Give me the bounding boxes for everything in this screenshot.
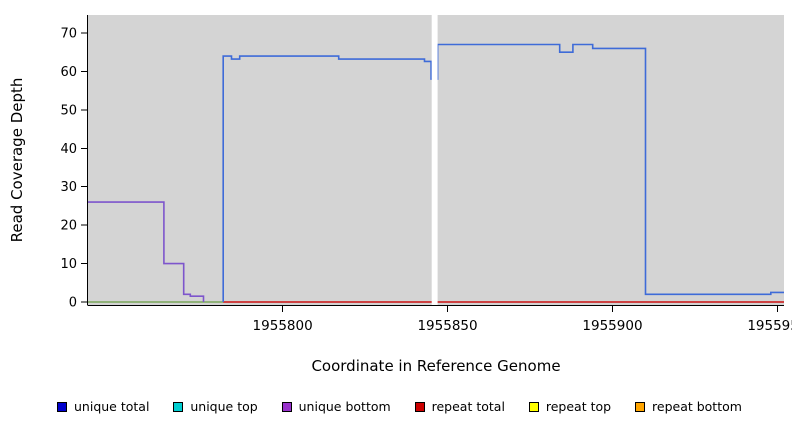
legend-label: repeat top bbox=[545, 399, 612, 414]
x-axis-title: Coordinate in Reference Genome bbox=[311, 357, 561, 375]
series-unique-bottom bbox=[88, 201, 205, 302]
y-tick-label: 40 bbox=[60, 142, 77, 157]
legend-item-repeat-bottom: repeat bottom bbox=[635, 399, 742, 414]
y-tick-label: 20 bbox=[60, 219, 77, 234]
legend-label: unique total bbox=[74, 399, 150, 414]
x-tick-label: 1955950 bbox=[747, 318, 792, 334]
legend: unique total unique top unique bottom re… bbox=[0, 399, 792, 414]
y-tick-label: 30 bbox=[60, 180, 77, 195]
legend-swatch-repeat-top bbox=[528, 401, 539, 412]
y-axis-title: Read Coverage Depth bbox=[8, 78, 26, 243]
legend-swatch-unique-top bbox=[173, 401, 184, 412]
y-tick-label: 70 bbox=[60, 27, 77, 42]
legend-swatch-unique-bottom bbox=[281, 401, 292, 412]
legend-label: repeat bottom bbox=[652, 399, 742, 414]
legend-swatch-unique-total bbox=[57, 401, 67, 412]
x-tick-label: 1955850 bbox=[417, 318, 477, 334]
y-tick-label: 60 bbox=[60, 65, 77, 80]
x-tick-label: 1955900 bbox=[582, 318, 642, 334]
legend-label: unique top bbox=[190, 399, 258, 414]
coverage-plot: Read Coverage Depth 0 10 20 30 40 50 60 70 19558… bbox=[8, 15, 792, 334]
coverage-gap bbox=[431, 15, 438, 305]
legend-item-unique-bottom: unique bottom bbox=[281, 399, 391, 414]
legend-item-unique-top: unique top bbox=[173, 399, 258, 414]
y-tick-label: 50 bbox=[60, 103, 77, 118]
legend-label: unique bottom bbox=[298, 399, 391, 414]
y-tick-label: 0 bbox=[69, 296, 77, 311]
legend-item-unique-total: unique total bbox=[57, 399, 149, 414]
legend-swatch-repeat-total bbox=[414, 401, 425, 412]
legend-item-repeat-top: repeat top bbox=[528, 399, 612, 414]
legend-item-repeat-total: repeat total bbox=[414, 399, 505, 414]
legend-label: repeat total bbox=[431, 399, 505, 414]
legend-swatch-repeat-bottom bbox=[635, 401, 646, 412]
x-tick-label: 1955800 bbox=[253, 318, 313, 334]
y-tick-label: 10 bbox=[60, 257, 77, 272]
